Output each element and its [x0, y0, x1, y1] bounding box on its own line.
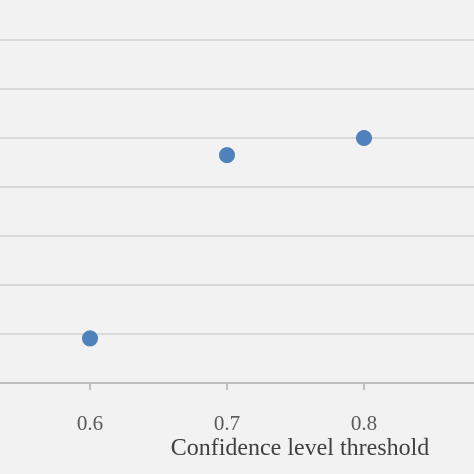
- data-point: [82, 330, 98, 347]
- data-point: [219, 147, 235, 164]
- x-tick-label: 0.8: [351, 411, 377, 435]
- x-axis-ticks: [89, 383, 365, 390]
- gridlines: [0, 39, 474, 335]
- data-point: [356, 130, 372, 146]
- x-tick-label: 0.7: [214, 411, 240, 435]
- data-points: [82, 130, 372, 347]
- x-axis-tick-labels: 0.6 0.7 0.8: [77, 411, 377, 435]
- x-tick-label: 0.6: [77, 411, 103, 435]
- x-axis-title: Confidence level threshold: [171, 435, 430, 461]
